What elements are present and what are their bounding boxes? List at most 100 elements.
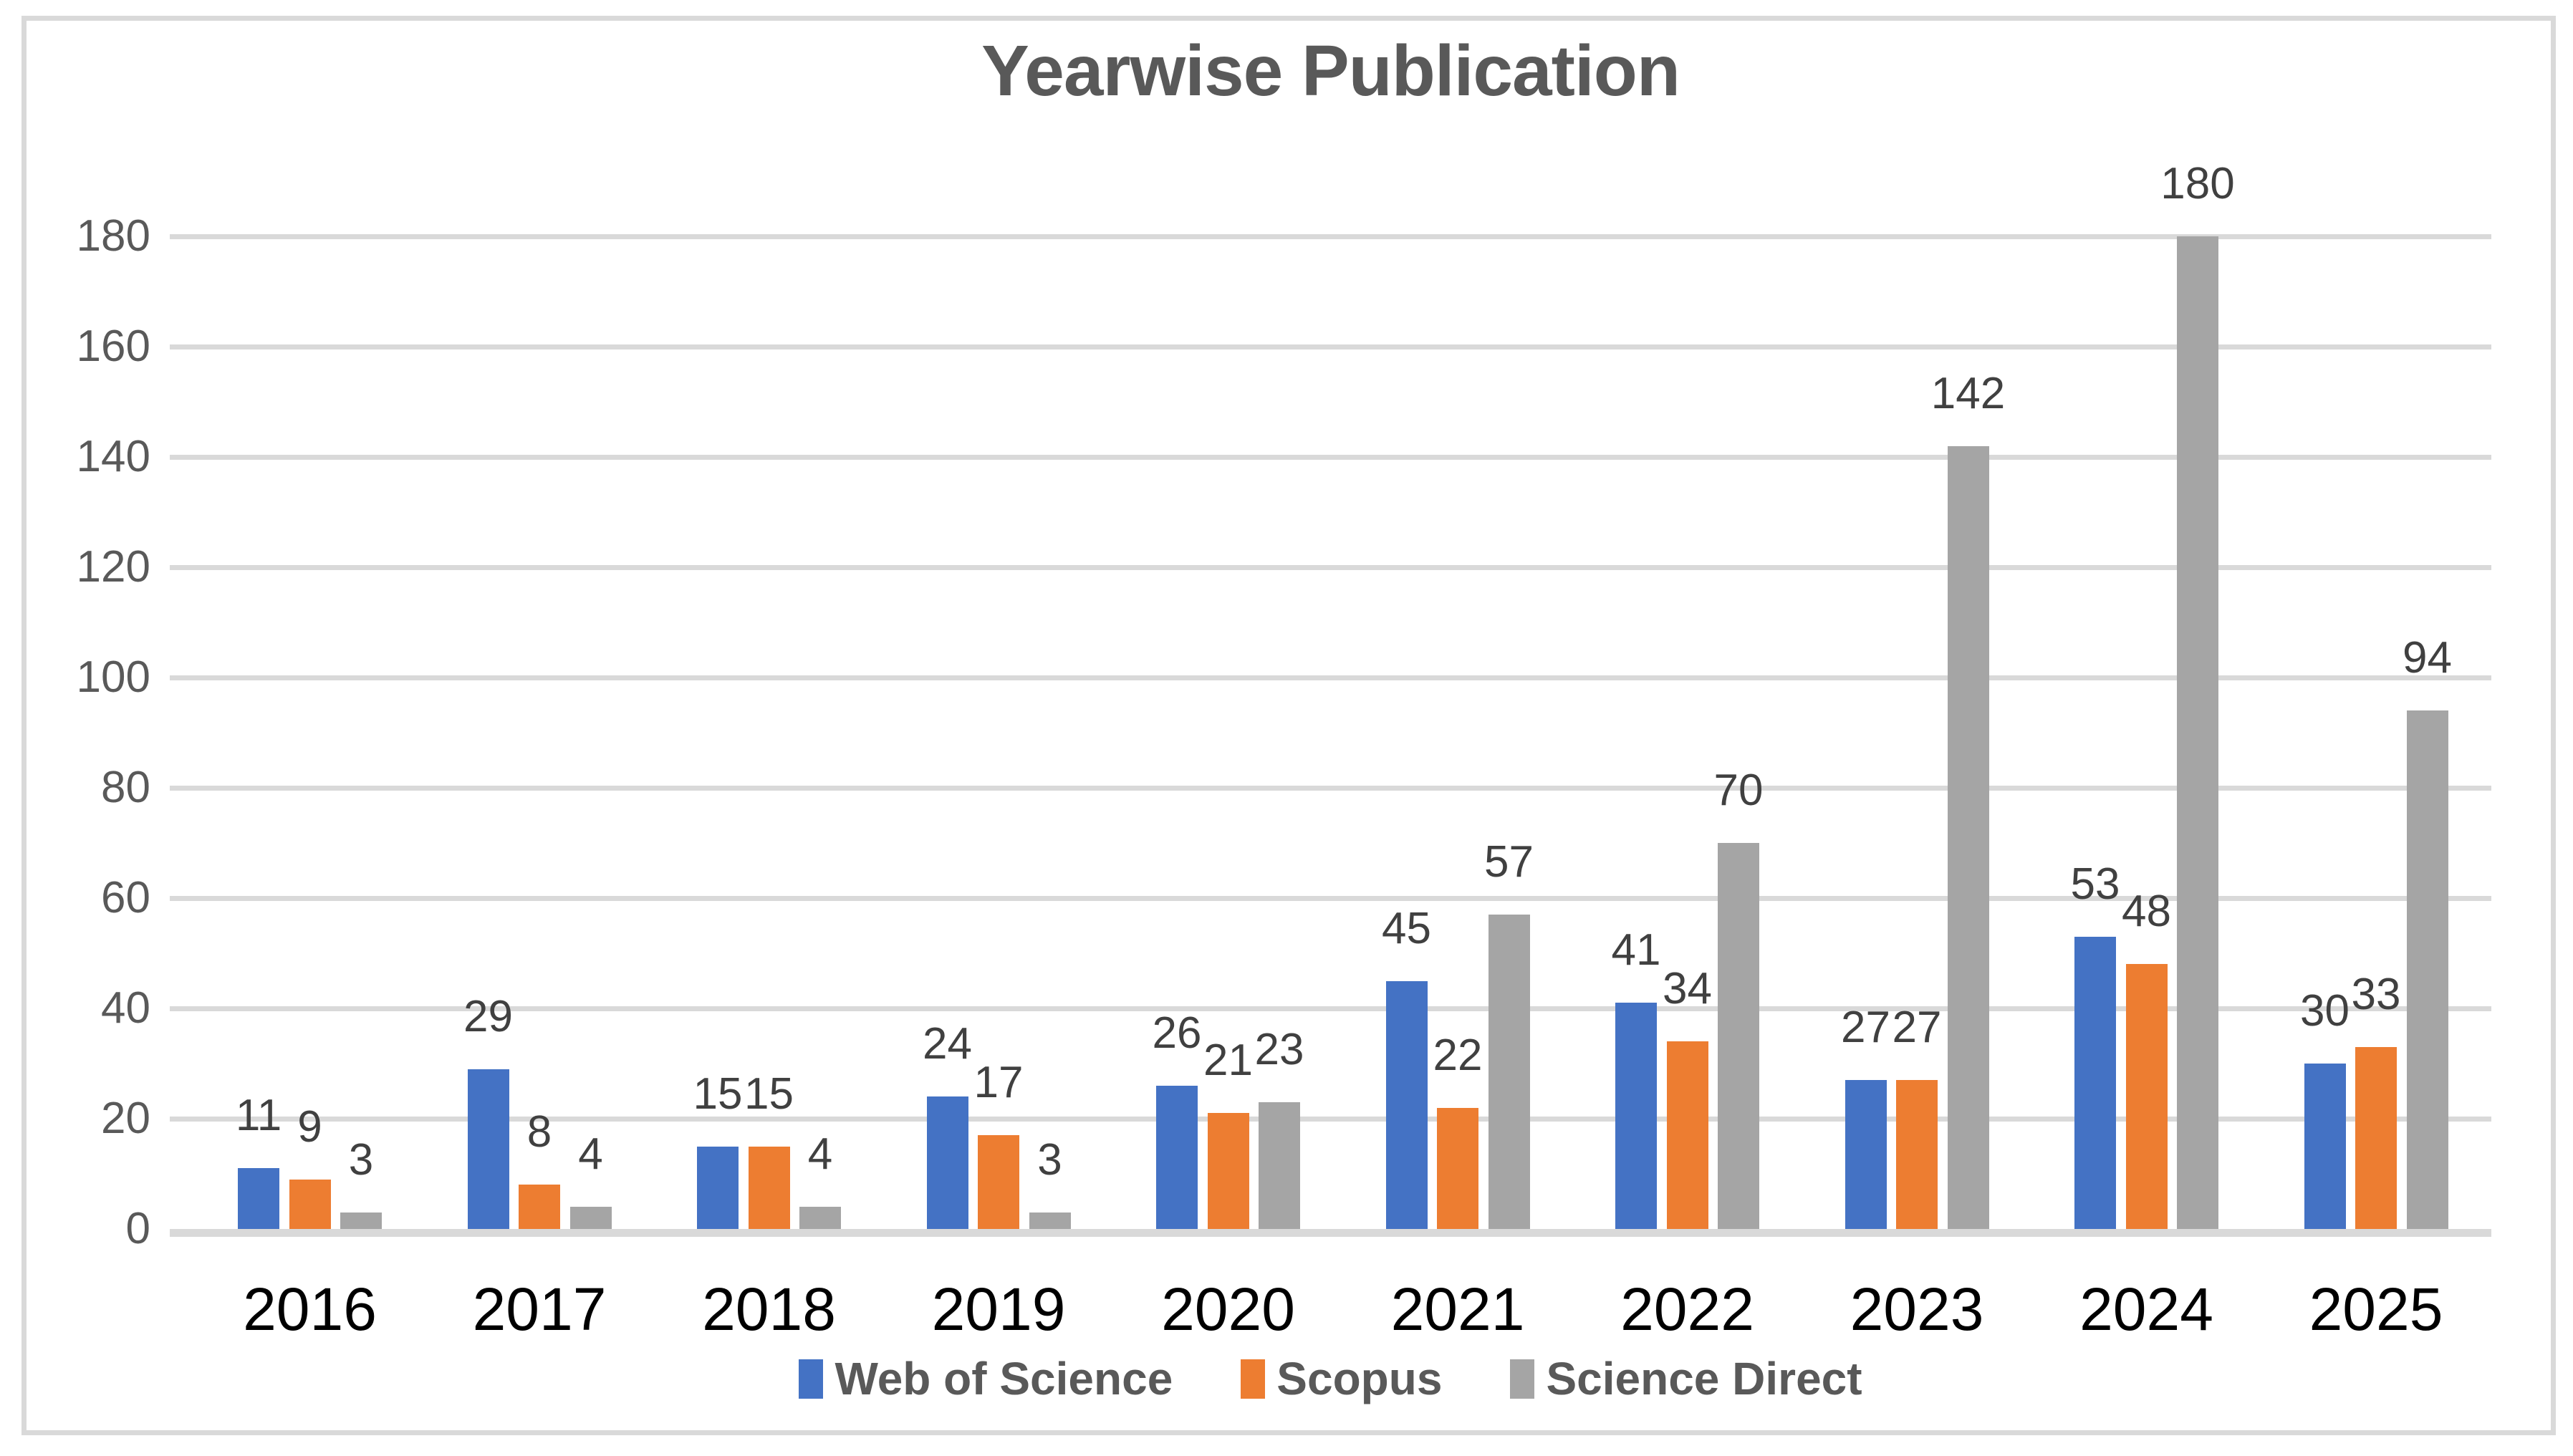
bar-value-label: 4 xyxy=(578,1129,603,1180)
x-axis-label-2018: 2018 xyxy=(702,1276,836,1343)
x-axis-label-2016: 2016 xyxy=(243,1276,377,1343)
bar-science-direct-2024 xyxy=(2177,236,2218,1229)
bar-science-direct-2019 xyxy=(1029,1212,1071,1229)
legend-label: Science Direct xyxy=(1546,1353,1862,1404)
bar-web-of-science-2016 xyxy=(238,1168,279,1229)
gridline-140 xyxy=(170,454,2491,460)
bar-value-label: 15 xyxy=(744,1069,794,1119)
bar-scopus-2022 xyxy=(1666,1041,1708,1229)
y-tick-label: 180 xyxy=(76,211,150,261)
bar-value-label: 21 xyxy=(1203,1036,1253,1086)
bar-value-label: 34 xyxy=(1663,964,1712,1014)
legend-item-web-of-science: Web of Science xyxy=(799,1356,1173,1402)
bar-science-direct-2017 xyxy=(569,1207,612,1229)
bar-science-direct-2018 xyxy=(799,1207,841,1229)
bar-value-label: 8 xyxy=(526,1107,552,1157)
bar-value-label: 9 xyxy=(297,1101,322,1152)
bar-scopus-2021 xyxy=(1437,1107,1478,1229)
y-tick-label: 0 xyxy=(125,1204,150,1253)
bar-value-label: 94 xyxy=(2403,633,2452,683)
gridline-180 xyxy=(170,233,2491,239)
chart-title: Yearwise Publication xyxy=(981,31,1680,111)
bar-value-label: 24 xyxy=(923,1019,972,1069)
gridline-60 xyxy=(170,895,2491,901)
bar-value-label: 26 xyxy=(1152,1008,1202,1058)
gridline-80 xyxy=(170,785,2491,791)
x-axis-label-2025: 2025 xyxy=(2309,1276,2443,1343)
bar-web-of-science-2023 xyxy=(1845,1080,1887,1229)
bar-web-of-science-2025 xyxy=(2304,1064,2346,1229)
bar-value-label: 142 xyxy=(1930,368,2006,418)
x-axis-label-2021: 2021 xyxy=(1390,1276,1525,1343)
bar-scopus-2018 xyxy=(748,1146,790,1229)
legend-item-science-direct: Science Direct xyxy=(1510,1356,1862,1402)
y-tick-label: 40 xyxy=(101,983,150,1033)
bar-value-label: 3 xyxy=(348,1134,374,1185)
bar-value-label: 48 xyxy=(2122,887,2171,937)
bar-value-label: 57 xyxy=(1484,837,1534,887)
bar-value-label: 22 xyxy=(1433,1030,1483,1080)
bar-value-label: 70 xyxy=(1713,766,1764,815)
y-tick-label: 60 xyxy=(101,873,150,922)
legend-item-scopus: Scopus xyxy=(1241,1356,1442,1402)
bar-web-of-science-2019 xyxy=(926,1096,968,1229)
bar-value-label: 29 xyxy=(463,991,513,1041)
bar-web-of-science-2020 xyxy=(1156,1085,1198,1229)
bar-scopus-2016 xyxy=(289,1179,331,1229)
bar-value-label: 53 xyxy=(2070,859,2120,909)
legend-label: Web of Science xyxy=(835,1353,1173,1404)
y-tick-label: 120 xyxy=(76,542,150,592)
bar-scopus-2017 xyxy=(519,1185,560,1229)
bar-web-of-science-2021 xyxy=(1385,980,1428,1229)
legend-marker-icon xyxy=(1241,1359,1266,1399)
x-axis-label-2019: 2019 xyxy=(931,1276,1066,1343)
bar-science-direct-2016 xyxy=(340,1212,382,1229)
y-tick-label: 20 xyxy=(101,1094,150,1143)
bar-scopus-2024 xyxy=(2125,964,2168,1229)
bar-web-of-science-2018 xyxy=(697,1146,739,1229)
bar-web-of-science-2024 xyxy=(2074,936,2116,1229)
bar-value-label: 4 xyxy=(807,1129,833,1180)
bar-value-label: 33 xyxy=(2351,969,2401,1019)
bar-value-label: 11 xyxy=(235,1091,282,1141)
bar-web-of-science-2017 xyxy=(467,1069,509,1229)
bar-value-label: 23 xyxy=(1254,1024,1304,1074)
x-axis-line xyxy=(170,1229,2491,1237)
bar-science-direct-2022 xyxy=(1718,843,1759,1229)
y-tick-label: 140 xyxy=(76,432,150,481)
bar-science-direct-2021 xyxy=(1488,915,1530,1229)
bar-value-label: 45 xyxy=(1382,903,1431,953)
x-axis-label-2022: 2022 xyxy=(1620,1276,1754,1343)
bar-scopus-2023 xyxy=(1896,1080,1938,1229)
bar-value-label: 27 xyxy=(1892,1003,1942,1053)
bar-web-of-science-2022 xyxy=(1615,1003,1657,1229)
legend-marker-icon xyxy=(799,1359,824,1399)
x-axis-label-2020: 2020 xyxy=(1161,1276,1295,1343)
gridline-120 xyxy=(170,564,2491,570)
legend-marker-icon xyxy=(1510,1359,1535,1399)
gridline-20 xyxy=(170,1116,2491,1122)
bar-value-label: 30 xyxy=(2300,986,2350,1036)
y-tick-label: 160 xyxy=(76,322,150,371)
bar-value-label: 180 xyxy=(2160,159,2235,208)
y-tick-label: 80 xyxy=(101,763,150,812)
gridline-160 xyxy=(170,344,2491,349)
gridline-100 xyxy=(170,675,2491,680)
legend-label: Scopus xyxy=(1276,1353,1443,1404)
bar-value-label: 41 xyxy=(1611,925,1661,975)
bar-science-direct-2023 xyxy=(1947,445,1989,1229)
legend: Web of Science Scopus Science Direct xyxy=(170,1356,2491,1402)
x-axis-label-2024: 2024 xyxy=(2079,1276,2213,1343)
bar-scopus-2019 xyxy=(978,1135,1019,1229)
x-axis-label-2023: 2023 xyxy=(1850,1276,1984,1343)
bar-value-label: 3 xyxy=(1037,1134,1062,1185)
bar-value-label: 27 xyxy=(1841,1003,1890,1053)
y-tick-label: 100 xyxy=(76,652,150,702)
bar-scopus-2025 xyxy=(2355,1046,2397,1229)
bar-value-label: 17 xyxy=(973,1058,1024,1108)
bar-science-direct-2020 xyxy=(1259,1101,1300,1229)
gridline-40 xyxy=(170,1006,2491,1011)
bar-scopus-2020 xyxy=(1207,1113,1249,1229)
bar-value-label: 15 xyxy=(693,1069,743,1119)
